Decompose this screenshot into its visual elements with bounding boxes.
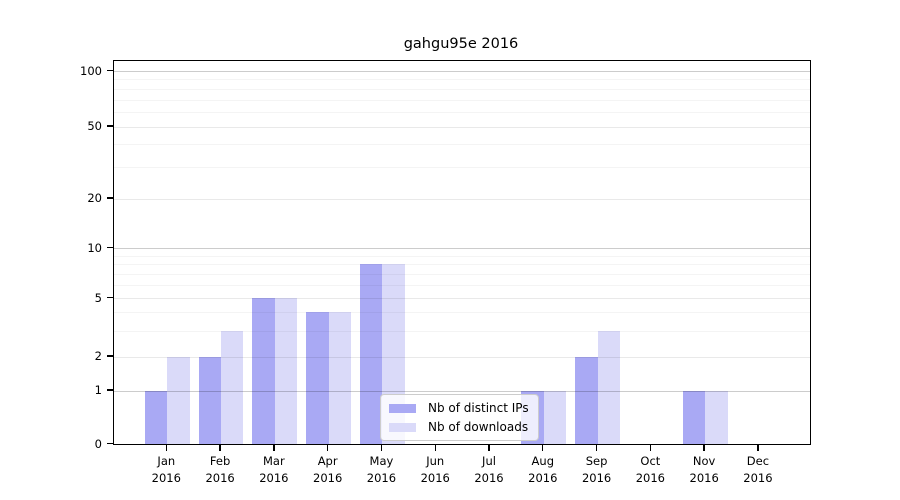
x-tick-mark	[273, 444, 275, 451]
bar-distinct-ips-sep	[575, 356, 598, 444]
y-tick-mark	[107, 442, 113, 445]
legend-swatch-distinct-ips	[389, 403, 416, 413]
x-tick-mark	[434, 444, 436, 451]
x-tick-mark	[649, 444, 652, 451]
x-tick-mark	[757, 444, 759, 451]
x-tick-mark	[165, 444, 167, 451]
bar-distinct-ips-apr	[306, 312, 329, 444]
bar-downloads-aug	[543, 390, 567, 444]
bar-downloads-jan	[167, 356, 190, 444]
x-tick-label: May 2016	[366, 454, 397, 485]
major-gridline	[114, 71, 810, 72]
y-tick-mark	[107, 355, 113, 357]
major-gridline	[114, 198, 810, 200]
minor-gridline	[114, 330, 810, 332]
y-tick-mark	[107, 246, 113, 249]
bar-distinct-ips-jan	[144, 390, 168, 444]
x-tick-mark	[703, 444, 705, 451]
minor-gridline	[114, 88, 810, 90]
x-tick-label: Mar 2016	[259, 454, 289, 485]
minor-gridline	[114, 144, 810, 146]
bar-downloads-sep	[597, 330, 620, 444]
x-tick-mark	[488, 444, 490, 451]
x-tick-label: Feb 2016	[205, 454, 235, 485]
legend-label-downloads: Nb of downloads	[428, 420, 529, 434]
y-tick-mark	[107, 389, 113, 391]
major-gridline	[114, 126, 810, 128]
x-tick-label: Sep 2016	[581, 454, 612, 485]
x-tick-mark	[219, 444, 221, 451]
y-tick-mark	[107, 197, 113, 199]
bar-distinct-ips-feb	[198, 356, 222, 444]
x-tick-label: Aug 2016	[528, 454, 558, 485]
x-tick-label: Nov 2016	[689, 454, 719, 485]
bar-downloads-apr	[328, 312, 352, 444]
y-tick-label: 1	[94, 383, 102, 397]
legend-row-distinct-ips: Nb of distinct IPs	[389, 401, 529, 415]
minor-gridline	[114, 312, 810, 314]
bar-downloads-mar	[274, 298, 298, 444]
y-tick-label: 2	[94, 349, 102, 363]
y-tick-mark	[107, 125, 113, 127]
x-tick-label: Jan 2016	[151, 454, 181, 485]
y-tick-label: 20	[87, 191, 102, 205]
major-gridline	[114, 298, 810, 299]
x-tick-label: Apr 2016	[313, 454, 343, 485]
plot-area: Nb of distinct IPs Nb of downloads	[113, 60, 811, 445]
y-tick-label: 50	[87, 119, 102, 133]
legend-row-downloads: Nb of downloads	[389, 420, 529, 434]
x-tick-label: Jun 2016	[420, 454, 450, 485]
x-tick-label: Dec 2016	[743, 454, 773, 485]
y-tick-mark	[107, 296, 113, 299]
bar-distinct-ips-may	[360, 264, 383, 444]
minor-gridline	[114, 99, 810, 101]
bar-downloads-nov	[705, 390, 728, 444]
bar-distinct-ips-mar	[252, 298, 275, 444]
minor-gridline	[114, 273, 810, 275]
major-gridline	[114, 248, 810, 249]
minor-gridline	[114, 166, 810, 168]
bar-distinct-ips-nov	[682, 390, 706, 444]
y-tick-label: 0	[94, 436, 102, 451]
x-tick-mark	[542, 444, 544, 451]
x-tick-mark	[595, 444, 598, 451]
y-tick-label: 10	[87, 240, 102, 255]
minor-gridline	[114, 264, 810, 266]
x-tick-label: Jul 2016	[474, 454, 504, 485]
legend-label-distinct-ips: Nb of distinct IPs	[428, 401, 529, 415]
x-tick-mark	[380, 444, 383, 451]
chart-title: gahgu95e 2016	[403, 36, 519, 52]
y-tick-label: 100	[80, 63, 102, 78]
minor-gridline	[114, 111, 810, 113]
x-tick-mark	[326, 444, 329, 451]
minor-gridline	[114, 255, 810, 257]
minor-gridline	[114, 79, 810, 81]
y-tick-mark	[107, 69, 113, 72]
legend-swatch-downloads	[389, 422, 416, 432]
minor-gridline	[114, 284, 810, 286]
bar-downloads-feb	[221, 330, 244, 444]
legend: Nb of distinct IPs Nb of downloads	[380, 394, 539, 441]
y-tick-label: 5	[94, 290, 102, 305]
x-tick-label: Oct 2016	[635, 454, 665, 485]
